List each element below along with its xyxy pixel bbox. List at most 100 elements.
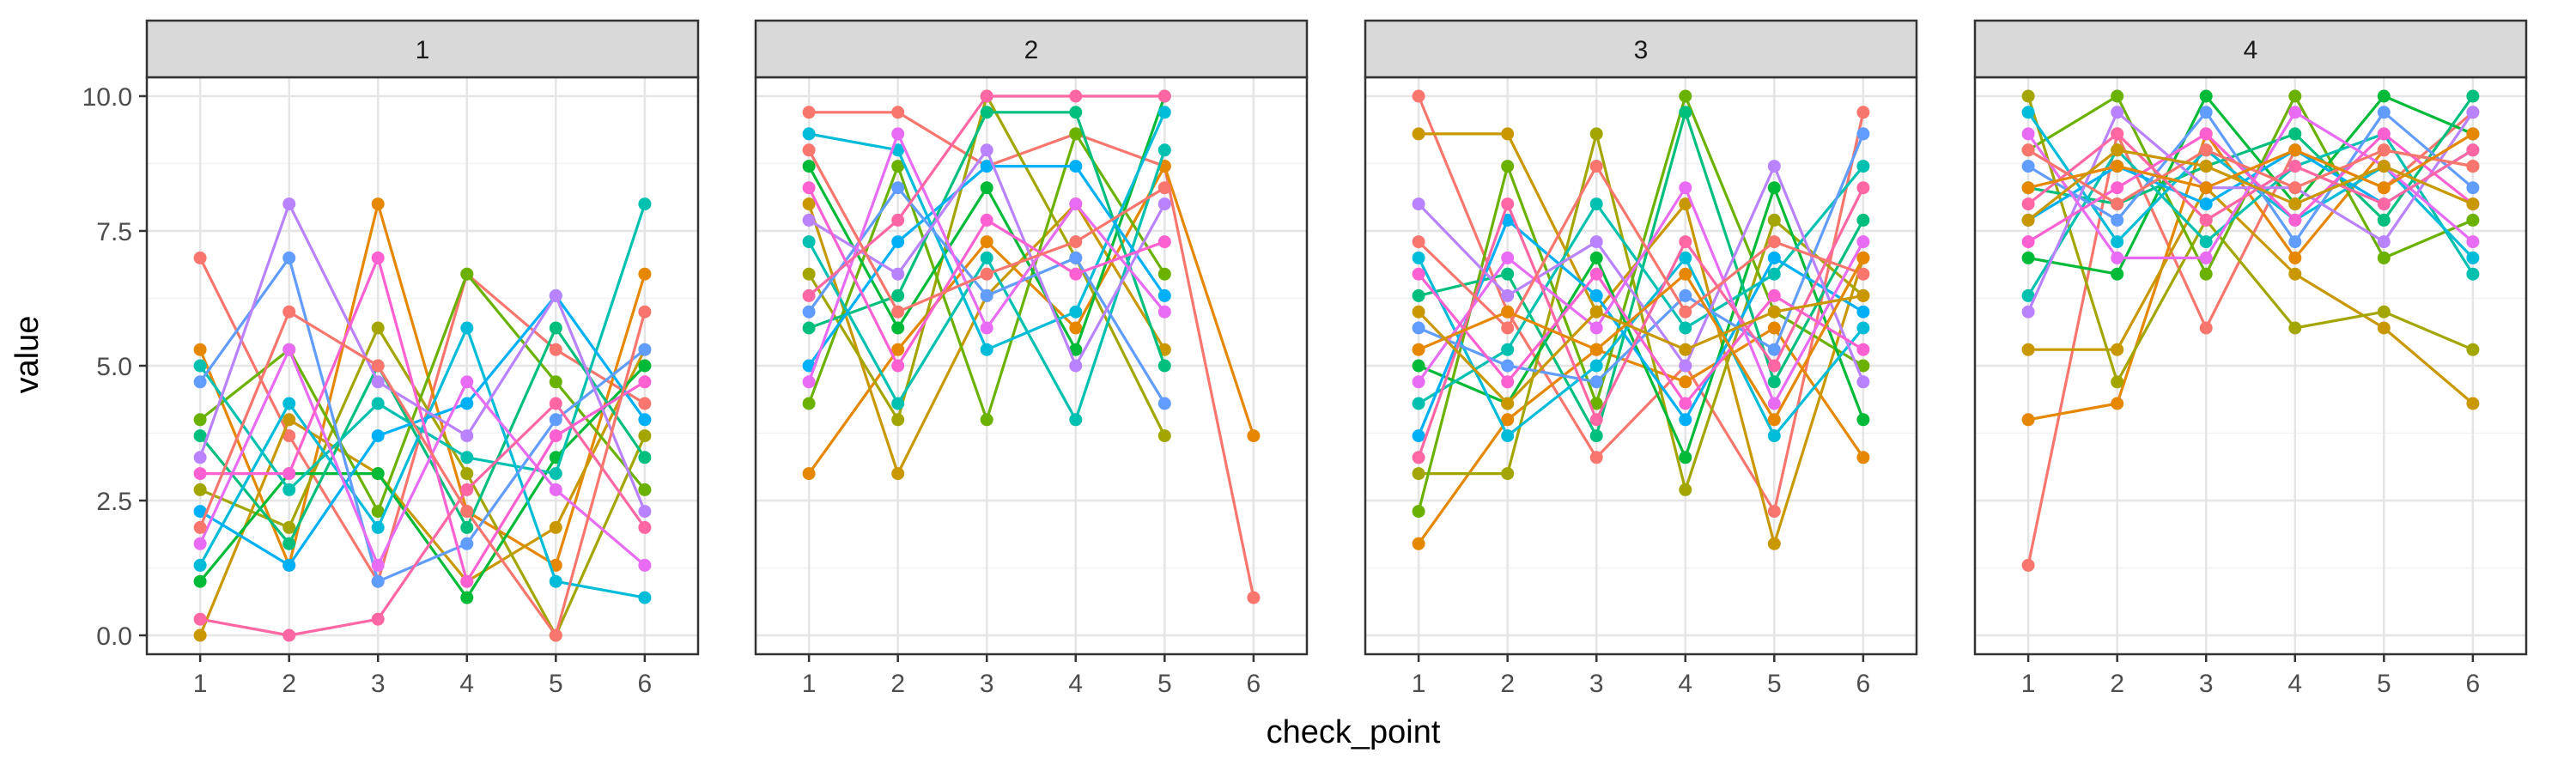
facet-panel-2: 2 1 2 3 4 5 6 (754, 19, 1309, 698)
data-point (1679, 288, 1692, 302)
data-point (1157, 397, 1171, 410)
data-point (283, 305, 296, 319)
data-point (1679, 359, 1692, 373)
facet-panels: 11 2 3 4 5 60.02.55.07.510.021 2 3 4 5 631 2 3 4 5 641 2… (82, 19, 2528, 698)
data-point (2288, 127, 2302, 141)
data-point (980, 288, 993, 302)
data-point (891, 413, 905, 427)
data-point (1679, 343, 1692, 356)
data-point (371, 429, 385, 443)
data-point (2199, 89, 2213, 103)
data-point (802, 127, 816, 141)
data-point (2199, 321, 2213, 335)
data-point (2377, 305, 2391, 319)
data-point (1157, 429, 1171, 443)
data-point (460, 574, 474, 588)
data-point (1856, 413, 1870, 427)
data-point (2021, 127, 2035, 141)
data-point (1412, 429, 1425, 443)
data-point (2021, 106, 2035, 119)
data-point (2021, 89, 2035, 103)
x-tick-label: 3 (1589, 670, 1604, 698)
data-point (1589, 375, 1603, 389)
data-point (2111, 143, 2124, 157)
data-point (1069, 127, 1083, 141)
data-point (980, 267, 993, 281)
data-point (1856, 288, 1870, 302)
data-point (1069, 106, 1083, 119)
data-point (460, 321, 474, 335)
data-point (1679, 197, 1692, 211)
data-point (1069, 160, 1083, 173)
data-point (1856, 267, 1870, 281)
series-line (1418, 257, 1865, 422)
data-point (1767, 343, 1781, 356)
data-point (2111, 343, 2124, 356)
data-point (980, 160, 993, 173)
data-point (2111, 375, 2124, 389)
data-point (2377, 321, 2391, 335)
data-point (193, 537, 207, 550)
series-1-16 (193, 305, 652, 642)
data-point (1679, 375, 1692, 389)
data-point (1412, 451, 1425, 464)
data-point (1679, 89, 1692, 103)
data-point (283, 429, 296, 443)
series-4-17 (2021, 127, 2480, 195)
data-point (1589, 251, 1603, 264)
data-point (1412, 305, 1425, 319)
data-point (1501, 375, 1515, 389)
data-point (2377, 89, 2391, 103)
y-tick-label: 7.5 (96, 218, 132, 246)
data-point (1157, 181, 1171, 195)
data-point (193, 612, 207, 626)
facet-strip-label: 4 (2244, 36, 2258, 64)
data-point (283, 397, 296, 410)
facet-strip (1364, 19, 1918, 79)
data-point (283, 343, 296, 356)
data-point (1589, 321, 1603, 335)
data-point (2021, 343, 2035, 356)
data-point (1589, 127, 1603, 141)
series-line (1417, 326, 1865, 545)
series-line (2027, 132, 2474, 190)
x-tick-label: 1 (193, 670, 208, 698)
data-point (2377, 127, 2391, 141)
data-point (1501, 413, 1515, 427)
series-1-11 (193, 251, 652, 588)
data-point (2288, 89, 2302, 103)
data-point (980, 143, 993, 157)
data-point (638, 197, 652, 211)
data-point (891, 235, 905, 249)
data-point (638, 375, 652, 389)
y-tick-label: 10.0 (82, 83, 132, 112)
data-point (371, 397, 385, 410)
data-point (1069, 235, 1083, 249)
data-point (549, 574, 562, 588)
data-point (980, 181, 993, 195)
series-2-15 (802, 89, 1171, 302)
data-point (1412, 197, 1425, 211)
x-tick-label: 2 (890, 670, 905, 698)
data-point (1589, 197, 1603, 211)
facet-panel-1: 1 1 2 3 4 5 6 0.0 2.5 5.0 7.5 10.0 (82, 19, 700, 698)
data-point (193, 574, 207, 588)
data-point (1247, 591, 1261, 604)
data-point (2288, 213, 2302, 227)
data-point (1157, 235, 1171, 249)
y-axis-label: value (9, 316, 46, 394)
data-point (1589, 160, 1603, 173)
data-point (2466, 143, 2480, 157)
data-point (980, 235, 993, 249)
data-point (460, 520, 474, 534)
data-point (638, 267, 652, 281)
x-tick-label: 3 (980, 670, 994, 698)
data-point (802, 106, 816, 119)
data-point (283, 251, 296, 264)
data-point (2288, 181, 2302, 195)
data-point (2199, 267, 2213, 281)
data-point (1069, 197, 1083, 211)
data-point (802, 181, 816, 195)
series-1-4 (193, 321, 652, 642)
data-point (549, 520, 562, 534)
